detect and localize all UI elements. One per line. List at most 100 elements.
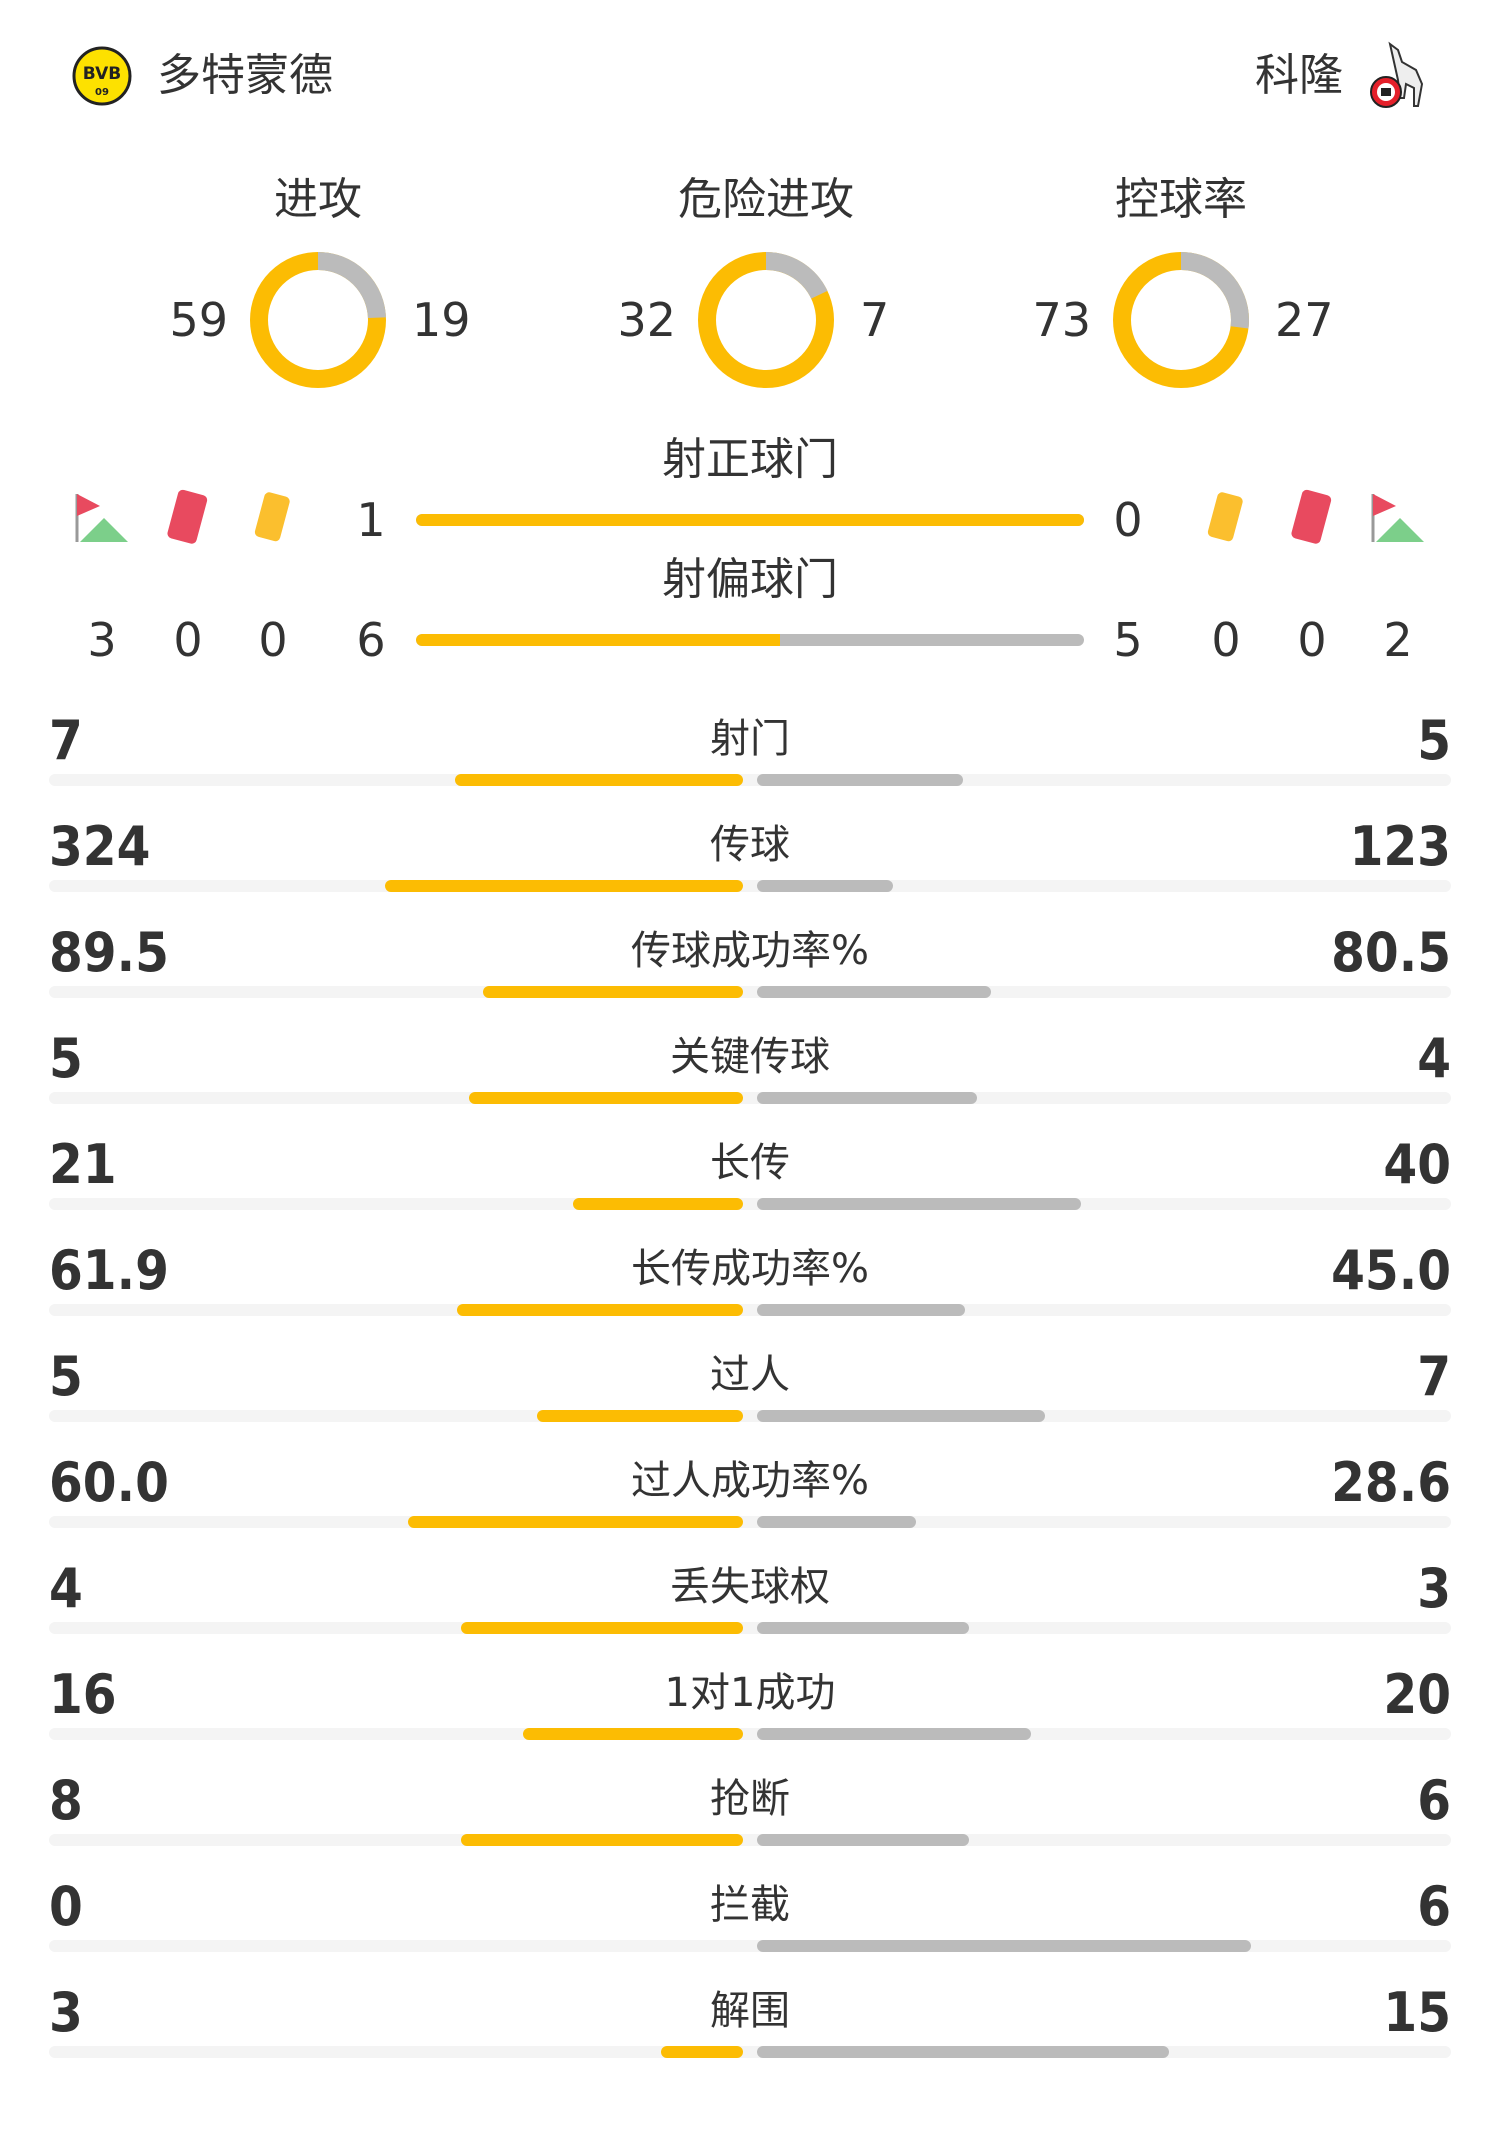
ring-home-value: 59 (169, 293, 228, 347)
stat-label: 传球成功率% (630, 928, 869, 974)
shots-on-target-home-fill (416, 514, 1084, 526)
red-card-icon (167, 489, 208, 544)
away-red-cards: 0 (1297, 613, 1327, 667)
stat-track (49, 1728, 1451, 1740)
stat-away-value: 5 (1417, 709, 1451, 772)
stat-home-value: 61.9 (49, 1239, 169, 1302)
stat-label: 丢失球权 (670, 1564, 830, 1610)
stat-home-value: 60.0 (49, 1451, 169, 1514)
ring-chart-possession (1113, 252, 1249, 388)
stat-away-bar (757, 1622, 969, 1634)
shots-off-target-title: 射偏球门 (662, 554, 838, 605)
stat-row: 7 射门 5 (0, 712, 1500, 818)
stat-label: 射门 (710, 716, 790, 762)
stat-away-value: 15 (1383, 1981, 1451, 2044)
home-corners: 3 (87, 613, 117, 667)
stat-away-bar (757, 1940, 1251, 1952)
shots-off-target-bar (416, 634, 1084, 646)
stat-home-bar (460, 1834, 743, 1846)
ring-home-value: 32 (617, 293, 676, 347)
stat-label: 过人成功率% (630, 1458, 869, 1504)
stat-away-value: 6 (1417, 1875, 1451, 1938)
shots-on-target-title: 射正球门 (662, 434, 838, 485)
stat-home-bar (468, 1092, 743, 1104)
stat-home-value: 324 (49, 815, 151, 878)
stat-away-bar (757, 1410, 1046, 1422)
stat-home-bar (454, 774, 743, 786)
stat-label: 1对1成功 (664, 1670, 836, 1716)
shots-off-target-home-fill (416, 634, 781, 646)
stat-away-bar (757, 1728, 1032, 1740)
stat-track (49, 1304, 1451, 1316)
stat-track (49, 2046, 1451, 2058)
stat-row: 324 传球 123 (0, 818, 1500, 924)
stat-home-value: 4 (49, 1557, 83, 1620)
stat-label: 拦截 (710, 1882, 790, 1928)
shots-on-target-bar (416, 514, 1084, 526)
stat-home-value: 5 (49, 1345, 83, 1408)
stat-track (49, 880, 1451, 892)
stat-track (49, 986, 1451, 998)
shots-on-target-away: 0 (1113, 493, 1143, 547)
stat-home-bar (456, 1304, 743, 1316)
stat-away-value: 7 (1417, 1345, 1451, 1408)
ring-away-value: 19 (412, 293, 471, 347)
away-yellow-cards: 0 (1211, 613, 1241, 667)
stat-row: 61.9 长传成功率% 45.0 (0, 1242, 1500, 1348)
stat-track (49, 1516, 1451, 1528)
stat-home-value: 3 (49, 1981, 83, 2044)
stat-row: 89.5 传球成功率% 80.5 (0, 924, 1500, 1030)
ring-away-value: 7 (860, 293, 890, 347)
stat-home-value: 8 (49, 1769, 83, 1832)
home-team-name: 多特蒙德 (157, 50, 333, 101)
stat-label: 过人 (710, 1352, 790, 1398)
yellow-card-icon (1207, 492, 1243, 542)
ring-away-arc (698, 252, 834, 388)
svg-text:09: 09 (95, 87, 109, 98)
shots-off-target-home: 6 (356, 613, 386, 667)
stat-home-value: 89.5 (49, 921, 169, 984)
stat-row: 16 1对1成功 20 (0, 1666, 1500, 1772)
stat-track (49, 1092, 1451, 1104)
stat-row: 0 拦截 6 (0, 1878, 1500, 1984)
stat-label: 抢断 (710, 1776, 790, 1822)
away-team-name: 科隆 (1255, 50, 1343, 101)
stat-home-bar (572, 1198, 743, 1210)
away-corners: 2 (1383, 613, 1413, 667)
stat-home-bar (537, 1410, 743, 1422)
svg-text:BVB: BVB (83, 64, 121, 84)
ring-title-possession: 控球率 (1115, 174, 1247, 225)
stat-label: 解围 (710, 1988, 790, 2034)
shots-off-target-away: 5 (1113, 613, 1143, 667)
stat-away-value: 4 (1417, 1027, 1451, 1090)
stat-away-bar (757, 1304, 965, 1316)
ring-chart-dangerous-attack (698, 252, 834, 388)
stat-away-bar (757, 1834, 969, 1846)
stat-row: 3 解围 15 (0, 1984, 1500, 2090)
home-red-cards: 0 (173, 613, 203, 667)
stat-track (49, 1410, 1451, 1422)
stat-row: 21 长传 40 (0, 1136, 1500, 1242)
stat-away-bar (757, 1198, 1081, 1210)
stat-home-value: 0 (49, 1875, 83, 1938)
stat-row: 8 抢断 6 (0, 1772, 1500, 1878)
stat-away-bar (757, 2046, 1169, 2058)
stat-home-bar (460, 1622, 743, 1634)
stat-away-value: 80.5 (1331, 921, 1451, 984)
ring-chart-attack (250, 252, 386, 388)
stat-away-bar (757, 986, 991, 998)
home-team-logo: BVB 09 (72, 46, 132, 106)
stat-label: 长传成功率% (630, 1246, 869, 1292)
stat-row: 4 丢失球权 3 (0, 1560, 1500, 1666)
corner-flag-icon (75, 494, 128, 542)
stat-track (49, 1834, 1451, 1846)
stat-home-value: 16 (49, 1663, 117, 1726)
stat-track (49, 1622, 1451, 1634)
stat-home-bar (523, 1728, 743, 1740)
ring-title-attack: 进攻 (274, 174, 362, 225)
stat-home-value: 5 (49, 1027, 83, 1090)
stat-away-bar (757, 1092, 977, 1104)
ring-home-value: 73 (1032, 293, 1091, 347)
stat-row: 5 关键传球 4 (0, 1030, 1500, 1136)
yellow-card-icon (254, 492, 290, 542)
